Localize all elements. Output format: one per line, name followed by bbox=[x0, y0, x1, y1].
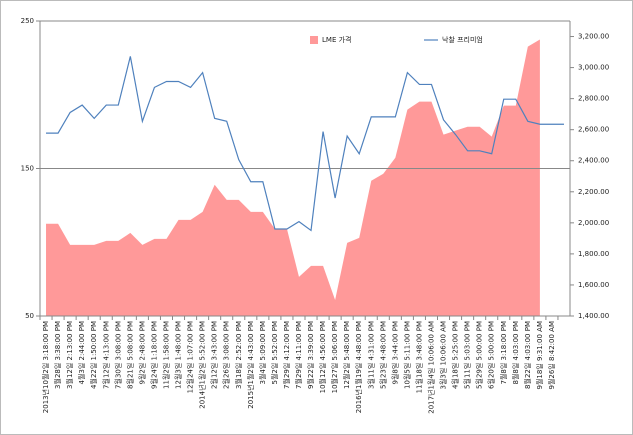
x-tick-label: 3월18일 2:52:00 PM bbox=[234, 321, 243, 389]
x-tick-label: 7월29일 4:11:00 PM bbox=[294, 321, 303, 389]
x-tick-label: 2월26일 3:08:00 PM bbox=[222, 321, 231, 389]
x-tick-label: 8월22일 4:03:00 PM bbox=[523, 321, 532, 389]
y2-tick-label: 1,400.00 bbox=[578, 312, 609, 320]
x-tick-label: 5월2일 5:52:00 PM bbox=[270, 321, 279, 384]
y-tick-label: 50 bbox=[25, 312, 34, 320]
x-tick-label: 3월4일 5:09:00 PM bbox=[258, 321, 267, 384]
y-tick-label: 250 bbox=[21, 17, 34, 25]
x-tick-label: 12월3일 1:48:00 PM bbox=[174, 321, 183, 389]
x-tick-label: 8월21일 5:08:00 PM bbox=[125, 321, 134, 389]
x-tick-label: 6월20일 5:00:00 PM bbox=[487, 321, 496, 389]
x-tick-label: 10월27일 5:06:00 PM bbox=[330, 321, 339, 393]
y2-tick-label: 2,000.00 bbox=[578, 219, 609, 227]
x-tick-label: 5월29일 5:00:00 PM bbox=[475, 321, 484, 389]
x-tick-label: 3월11일 4:31:00 PM bbox=[366, 321, 375, 389]
x-tick-label: 9월26일 8:42:00 AM bbox=[547, 321, 556, 390]
x-tick-label: 8월8일 4:03:00 PM bbox=[511, 321, 520, 384]
x-tick-label: 9월24일 1:18:00 PM bbox=[149, 321, 158, 389]
x-tick-label: 7월30일 3:08:00 PM bbox=[113, 321, 122, 389]
x-tick-label: 9월8일 3:44:00 PM bbox=[390, 321, 399, 384]
x-tick-label: 2013년10월2일 3:18:00 PM bbox=[41, 321, 50, 413]
y2-tick-label: 2,600.00 bbox=[578, 126, 609, 134]
x-tick-label: 11월2일 1:58:00 PM bbox=[161, 321, 170, 389]
x-tick-label: 3월28일 3:38:00 PM bbox=[53, 321, 62, 389]
x-tick-label: 9월22일 3:39:00 PM bbox=[306, 321, 315, 389]
x-tick-label: 4월3일 2:44:00 PM bbox=[77, 321, 86, 384]
x-tick-label: 7월29일 4:12:00 PM bbox=[282, 321, 291, 389]
x-tick-label: 5월11일 5:03:00 PM bbox=[463, 321, 472, 389]
x-tick-label: 3월3일 10:06:00 AM bbox=[439, 321, 448, 390]
x-tick-label: 2월12일 3:43:00 PM bbox=[210, 321, 219, 389]
x-tick-label: 9월2일 2:48:00 PM bbox=[137, 321, 146, 384]
y2-tick-label: 2,200.00 bbox=[578, 188, 609, 196]
y2-tick-label: 2,800.00 bbox=[578, 95, 609, 103]
x-tick-label: 12월2일 5:48:00 PM bbox=[342, 321, 351, 389]
y2-tick-label: 1,600.00 bbox=[578, 281, 609, 289]
y2-tick-label: 1,800.00 bbox=[578, 250, 609, 258]
legend-label: 낙찰 프리미엄 bbox=[442, 35, 483, 44]
x-tick-label: 2015년1월2일 4:43:00 PM bbox=[246, 321, 255, 409]
x-tick-label: 2016년1월19일 4:48:00 PM bbox=[354, 321, 363, 413]
x-tick-label: 4월22일 1:50:00 PM bbox=[89, 321, 98, 389]
y2-tick-label: 3,000.00 bbox=[578, 64, 609, 72]
line bbox=[46, 56, 564, 232]
x-tick-label: 11월18일 3:48:00 PM bbox=[414, 321, 423, 393]
x-tick-label: 3월12일 2:13:00 PM bbox=[65, 321, 74, 389]
x-tick-label: 9월18일 9:31:00 AM bbox=[535, 321, 544, 390]
x-tick-label: 10월12일 4:56:00 PM bbox=[318, 321, 327, 393]
y-tick-label: 150 bbox=[21, 165, 34, 173]
x-tick-label: 7월12일 4:13:00 PM bbox=[101, 321, 110, 389]
y2-tick-label: 2,400.00 bbox=[578, 157, 609, 165]
x-tick-label: 10월5일 5:11:00 PM bbox=[402, 321, 411, 389]
x-tick-label: 2014년1월2일 5:52:00 PM bbox=[198, 321, 207, 409]
x-tick-label: 12월24일 1:07:00 PM bbox=[186, 321, 195, 393]
x-tick-label: 2017년1월4일 10:06:00 AM bbox=[426, 321, 435, 414]
area bbox=[46, 39, 540, 316]
y2-tick-label: 3,200.00 bbox=[578, 33, 609, 41]
x-tick-label: 4월18일 5:25:00 PM bbox=[451, 321, 460, 389]
x-tick-label: 7월8일 3:18:00 PM bbox=[499, 321, 508, 384]
x-tick-label: 5월23일 4:48:00 PM bbox=[378, 321, 387, 389]
legend-label: LME 가격 bbox=[322, 35, 351, 44]
legend-swatch bbox=[310, 36, 318, 44]
